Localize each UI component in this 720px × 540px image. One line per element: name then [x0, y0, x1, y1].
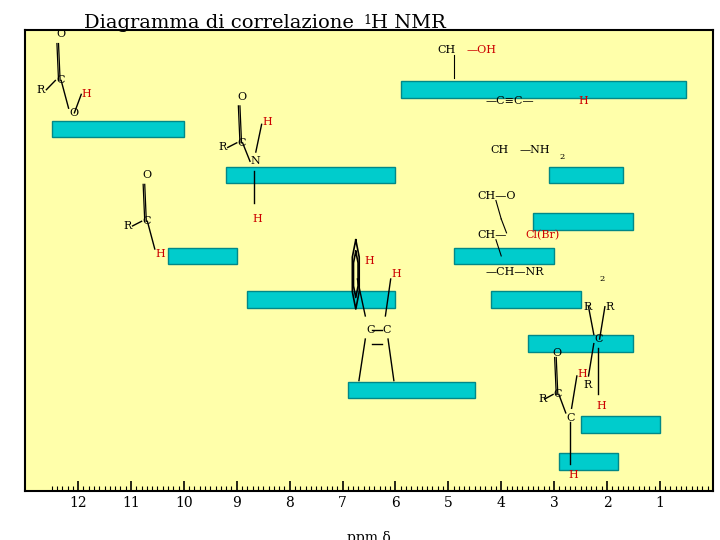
Text: —CH—NR: —CH—NR: [485, 267, 544, 277]
Text: H: H: [577, 369, 587, 379]
Text: H: H: [156, 248, 165, 259]
Bar: [533, 213, 634, 230]
Text: C: C: [366, 325, 375, 335]
Text: O: O: [552, 348, 562, 358]
Text: Cl(Br): Cl(Br): [525, 230, 559, 240]
Text: Diagramma di correlazione: Diagramma di correlazione: [84, 14, 360, 31]
Text: C: C: [567, 413, 575, 422]
Bar: [528, 335, 634, 352]
Text: O: O: [56, 29, 65, 39]
Text: CH: CH: [490, 145, 509, 155]
Text: 1: 1: [364, 14, 372, 26]
Text: C: C: [554, 389, 562, 400]
Text: H: H: [82, 89, 91, 99]
Text: H: H: [578, 96, 588, 106]
Text: H: H: [568, 470, 578, 480]
Text: R: R: [539, 394, 546, 404]
Text: —NH: —NH: [520, 145, 550, 155]
Bar: [248, 292, 395, 308]
Text: H: H: [391, 269, 401, 279]
Text: R: R: [37, 85, 45, 94]
Text: O: O: [69, 108, 78, 118]
Text: O: O: [238, 92, 246, 102]
Bar: [401, 82, 686, 98]
Text: CH—O: CH—O: [477, 191, 516, 201]
Text: R: R: [583, 380, 591, 390]
Bar: [559, 453, 618, 470]
Text: —C≡C—: —C≡C—: [485, 96, 534, 106]
Bar: [348, 382, 474, 398]
Text: 2: 2: [599, 275, 604, 283]
Text: 2: 2: [559, 153, 564, 161]
Text: O: O: [142, 170, 151, 180]
Text: CH—: CH—: [477, 230, 507, 240]
Text: R: R: [123, 221, 131, 231]
Bar: [168, 248, 237, 264]
Text: C: C: [383, 325, 391, 335]
Text: C: C: [142, 217, 150, 226]
Text: H: H: [596, 401, 606, 411]
Bar: [454, 248, 554, 264]
Text: R: R: [218, 143, 227, 152]
Text: —OH: —OH: [467, 45, 497, 56]
X-axis label: ppm δ: ppm δ: [347, 531, 391, 540]
Text: CH: CH: [438, 45, 456, 56]
Bar: [549, 167, 623, 184]
Bar: [226, 167, 395, 184]
Text: R: R: [606, 302, 613, 312]
Text: H: H: [253, 214, 262, 224]
Text: N: N: [251, 156, 260, 166]
Text: C: C: [238, 138, 246, 148]
Text: C: C: [56, 76, 64, 85]
Text: H: H: [364, 255, 374, 266]
Text: R: R: [583, 302, 591, 312]
Bar: [580, 416, 660, 433]
Text: C: C: [594, 334, 603, 344]
Bar: [490, 292, 580, 308]
Bar: [52, 120, 184, 137]
Text: H: H: [262, 117, 272, 127]
Text: H NMR: H NMR: [371, 14, 446, 31]
